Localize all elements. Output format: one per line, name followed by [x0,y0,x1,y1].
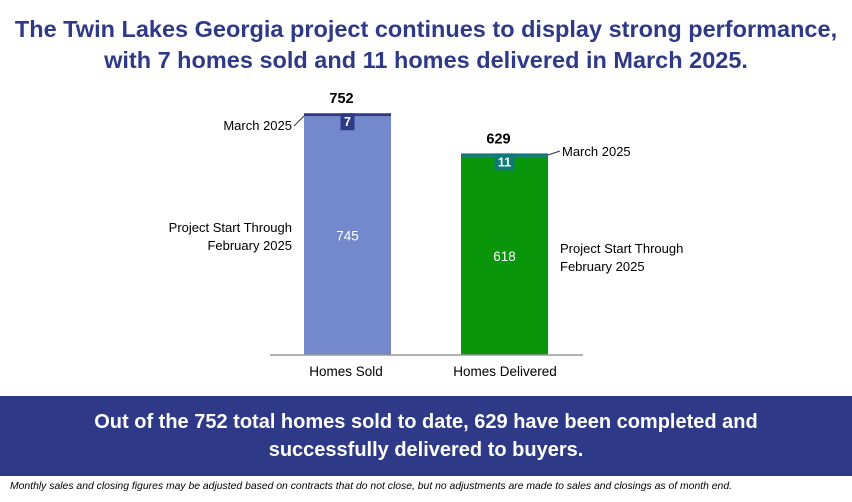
headline-line-1: The Twin Lakes Georgia project continues… [14,16,838,42]
total-label-homes-sold: 752 [329,91,353,107]
leader-line-sold [293,115,305,127]
annotation-start-delivered-line-1: Project Start Through [560,241,683,256]
bar-homes-delivered-base [461,156,548,355]
annotation-march-2025-delivered: March 2025 [562,144,631,159]
annotation-march-2025-sold: March 2025 [223,118,292,133]
data-label-homes-sold-base: 745 [336,229,359,244]
stacked-bar-chart: 745 7 752 618 11 629 Homes Sold Homes Deliver… [169,91,684,379]
data-label-homes-sold-march: 7 [344,115,351,129]
data-label-box-homes-delivered-march [494,153,515,171]
banner-line-1: Out of the 752 total homes sold to date,… [94,411,758,433]
bars-group: 745 7 752 618 11 629 [304,91,548,356]
x-tick-label-homes-sold: Homes Sold [309,364,383,379]
data-label-homes-delivered-march: 11 [498,155,511,169]
data-label-homes-delivered-base: 618 [493,249,516,264]
bar-homes-sold-base [304,116,391,356]
footnote: Monthly sales and closing figures may be… [10,481,732,492]
annotation-start-delivered-line-2: February 2025 [560,259,645,274]
annotation-start-sold-line-1: Project Start Through [169,220,292,235]
headline-line-2: with 7 homes sold and 11 homes delivered… [104,47,748,73]
leader-line-delivered [547,150,561,156]
banner-line-2: successfully delivered to buyers. [268,439,584,461]
x-tick-label-homes-delivered: Homes Delivered [453,364,557,379]
summary-banner: Out of the 752 total homes sold to date,… [0,396,852,476]
data-label-box-homes-sold-march [340,113,355,131]
total-label-homes-delivered: 629 [486,131,510,147]
annotation-start-sold-line-2: February 2025 [207,238,292,253]
headline: The Twin Lakes Georgia project continues… [0,14,852,76]
